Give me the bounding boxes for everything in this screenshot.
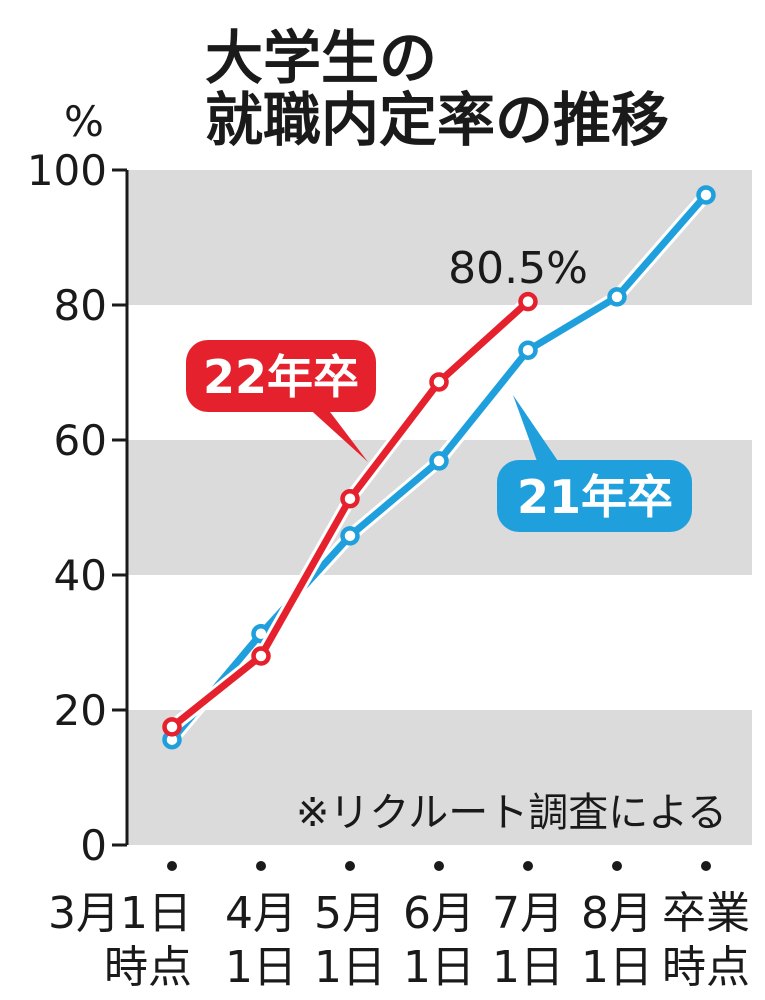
callout-21-label: 21年卒	[517, 470, 673, 524]
callout-series-22: 22年卒	[186, 340, 376, 462]
x-tick-label-1-line-2: 1日	[225, 942, 297, 993]
annotation-latest-value: 80.5%	[448, 243, 588, 294]
x-tick-label-1-line-1: 4月	[225, 888, 297, 939]
x-tick-dot-3	[434, 861, 444, 871]
series-1-point-0	[162, 717, 182, 737]
series-1-point-2	[340, 488, 360, 509]
series-0-point-2	[340, 526, 360, 546]
series-1-point-1	[251, 646, 271, 666]
y-axis-unit-label: %	[64, 97, 104, 146]
y-tick-label-0: 0	[80, 821, 107, 870]
y-tick-label-40: 40	[54, 551, 107, 600]
source-note: ※リクルート調査による	[296, 790, 727, 836]
y-tick-label-80: 80	[54, 281, 107, 330]
x-tick-dot-4	[523, 861, 533, 871]
chart-title-line-1: 大学生の	[205, 24, 437, 92]
series-0-point-3	[429, 451, 449, 471]
y-tick-label-60: 60	[54, 416, 107, 465]
series-0-point-6	[696, 185, 716, 205]
callout-21-pointer	[513, 395, 560, 464]
callout-22-box	[186, 340, 376, 412]
x-tick-label-3-line-1: 6月	[403, 888, 475, 939]
x-tick-label-6-line-1: 卒業	[662, 888, 750, 939]
y-tick-label-100: 100	[27, 146, 107, 195]
callout-series-21: 21年卒	[497, 395, 692, 532]
series-1-point-4	[518, 291, 538, 312]
x-tick-label-2-line-2: 1日	[314, 942, 386, 993]
x-tick-dot-6	[701, 861, 711, 871]
series-1-point-3	[429, 372, 449, 392]
y-axis: 0 20 40 60 80 100	[27, 146, 129, 870]
callout-22-label: 22年卒	[203, 350, 359, 404]
series-0-point-4	[518, 340, 538, 360]
series-1	[162, 291, 538, 737]
series-0-point-5	[607, 287, 627, 307]
band-0-20	[127, 710, 752, 845]
x-tick-label-0-line-2: 時点	[104, 942, 192, 993]
x-tick-dot-5	[612, 861, 622, 871]
x-tick-label-5-line-1: 8月	[581, 888, 653, 939]
x-tick-dot-1	[256, 861, 266, 871]
x-tick-dot-0	[167, 861, 177, 871]
x-tick-label-0-line-1: 3月1日	[48, 888, 192, 939]
band-80-100	[127, 170, 752, 305]
x-tick-dot-2	[345, 861, 355, 871]
background-bands	[127, 170, 752, 845]
callout-21-box	[497, 460, 692, 532]
x-tick-label-4-line-1: 7月	[492, 888, 564, 939]
x-tick-label-6-line-2: 時点	[662, 942, 750, 993]
chart-title-line-2: 就職内定率の推移	[205, 86, 669, 154]
y-tick-label-20: 20	[54, 686, 107, 735]
x-tick-label-3-line-2: 1日	[403, 942, 475, 993]
series-layer	[162, 185, 716, 750]
x-tick-label-2-line-1: 5月	[314, 888, 386, 939]
x-tick-label-4-line-2: 1日	[492, 942, 564, 993]
callout-22-pointer	[304, 404, 368, 462]
series-0	[162, 185, 716, 750]
x-tick-label-5-line-2: 1日	[581, 942, 653, 993]
